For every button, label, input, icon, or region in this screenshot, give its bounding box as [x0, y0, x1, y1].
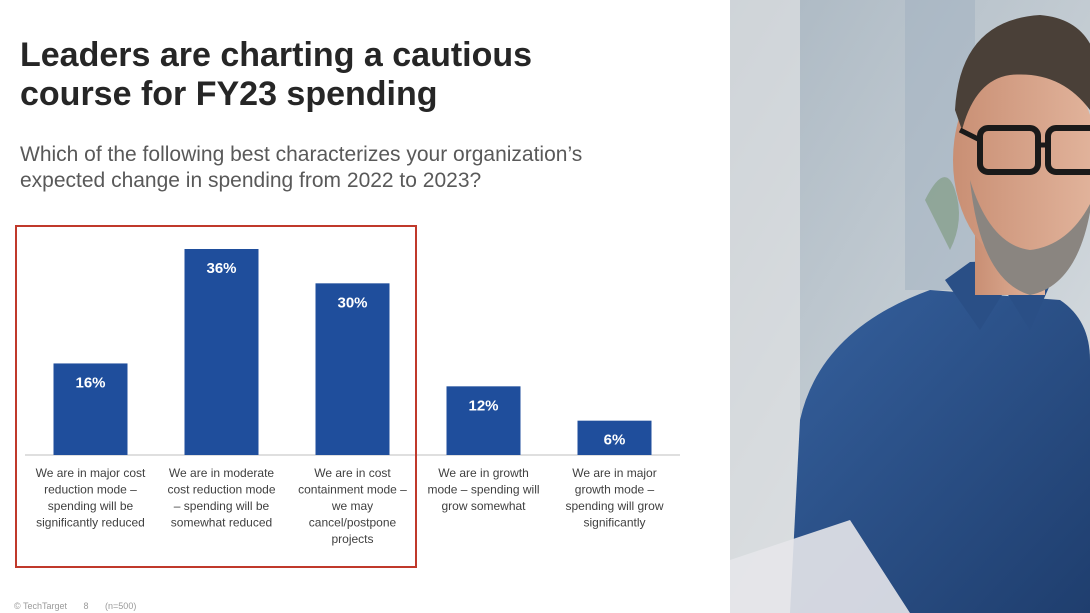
footer-copyright: © TechTarget — [14, 601, 67, 611]
bar — [315, 283, 390, 455]
bar — [446, 386, 521, 455]
slide-subtitle-line: Which of the following best characterize… — [20, 143, 583, 166]
slide: Leaders are charting a cautious course f… — [14, 36, 710, 611]
slide-title-line: course for FY23 spending — [20, 75, 438, 113]
highlight-box — [15, 225, 417, 568]
footer-sample-size: (n=500) — [105, 601, 137, 611]
data-label: 16% — [75, 374, 105, 391]
bar-chart: 16% We are in major cost reduction mode – s… — [25, 249, 680, 546]
category-label: We are in major cost reduction mode – spen… — [36, 466, 146, 530]
slide-footer: © TechTarget 8 (n=500) — [14, 601, 150, 611]
category-label: We are in growth mode – spending will grow… — [427, 466, 539, 513]
slide-title: Leaders are charting a cautious course f… — [20, 36, 710, 114]
slide-subtitle: Which of the following best characterize… — [20, 142, 710, 194]
footer-page-number: 8 — [83, 601, 89, 611]
bar — [184, 249, 259, 455]
bar — [577, 420, 652, 455]
man-with-glasses-photo-icon — [730, 0, 1090, 613]
data-label: 6% — [604, 432, 626, 449]
data-label: 30% — [337, 294, 367, 311]
bar — [53, 363, 128, 455]
slide-subtitle-line: expected change in spending from 2022 to… — [20, 169, 482, 192]
category-label: We are in cost containment mode – we may ca… — [298, 466, 407, 546]
slide-title-line: Leaders are charting a cautious — [20, 36, 533, 74]
data-label: 36% — [206, 260, 236, 277]
photo-illustration — [730, 0, 1090, 613]
data-label: 12% — [468, 397, 498, 414]
category-label: We are in major growth mode – spending wil… — [565, 466, 663, 530]
category-label: We are in moderate cost reduction mode – s… — [167, 466, 275, 530]
